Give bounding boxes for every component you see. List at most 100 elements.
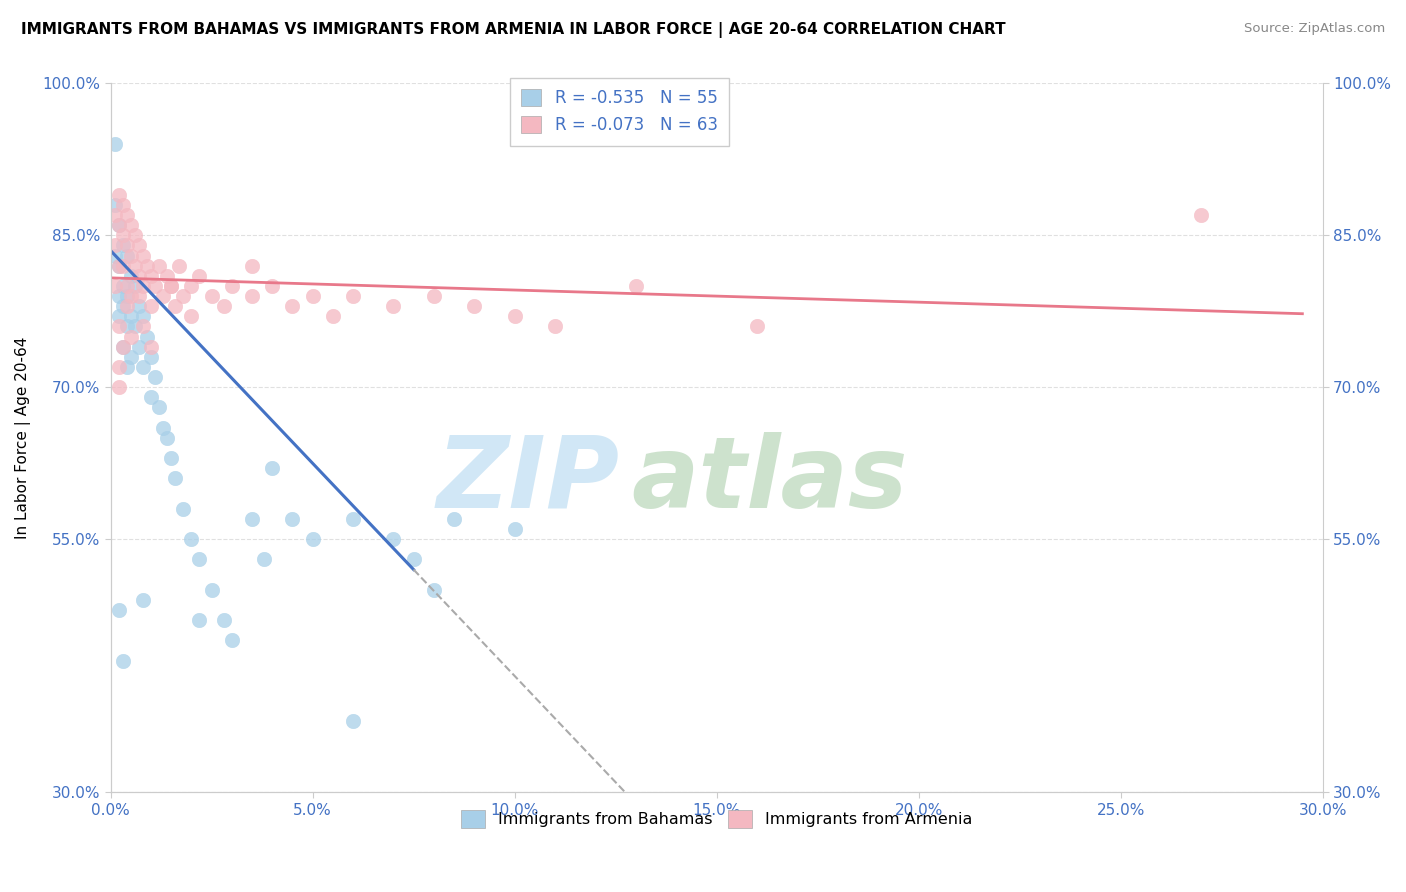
Point bbox=[107, 319, 129, 334]
Point bbox=[443, 512, 465, 526]
Point bbox=[160, 279, 183, 293]
Point bbox=[135, 329, 157, 343]
Point bbox=[115, 279, 138, 293]
Point bbox=[111, 340, 134, 354]
Point bbox=[111, 340, 134, 354]
Point bbox=[128, 238, 150, 252]
Point bbox=[624, 279, 647, 293]
Point bbox=[212, 299, 235, 313]
Point bbox=[115, 359, 138, 374]
Point bbox=[120, 249, 142, 263]
Point bbox=[156, 431, 179, 445]
Point bbox=[120, 289, 142, 303]
Point bbox=[1189, 208, 1212, 222]
Point bbox=[143, 370, 166, 384]
Point bbox=[115, 319, 138, 334]
Point bbox=[165, 299, 187, 313]
Point bbox=[262, 279, 284, 293]
Point bbox=[139, 268, 162, 283]
Point bbox=[200, 582, 222, 597]
Point bbox=[253, 552, 276, 566]
Point bbox=[107, 380, 129, 394]
Point bbox=[160, 451, 183, 466]
Point bbox=[128, 268, 150, 283]
Point bbox=[103, 279, 125, 293]
Point bbox=[240, 259, 263, 273]
Point bbox=[148, 259, 170, 273]
Point bbox=[111, 299, 134, 313]
Point bbox=[107, 218, 129, 232]
Point bbox=[107, 603, 129, 617]
Point bbox=[188, 552, 211, 566]
Y-axis label: In Labor Force | Age 20-64: In Labor Force | Age 20-64 bbox=[15, 336, 31, 539]
Point bbox=[111, 654, 134, 668]
Text: Source: ZipAtlas.com: Source: ZipAtlas.com bbox=[1244, 22, 1385, 36]
Point bbox=[107, 289, 129, 303]
Point bbox=[139, 390, 162, 404]
Point bbox=[544, 319, 567, 334]
Point bbox=[128, 299, 150, 313]
Point bbox=[120, 218, 142, 232]
Point bbox=[167, 259, 190, 273]
Point bbox=[120, 350, 142, 364]
Point bbox=[200, 289, 222, 303]
Point bbox=[382, 299, 405, 313]
Point bbox=[221, 633, 243, 648]
Point bbox=[281, 512, 304, 526]
Point bbox=[111, 238, 134, 252]
Point bbox=[139, 299, 162, 313]
Point bbox=[132, 310, 155, 324]
Point bbox=[103, 249, 125, 263]
Text: atlas: atlas bbox=[631, 432, 908, 529]
Point bbox=[422, 289, 444, 303]
Point bbox=[115, 208, 138, 222]
Point bbox=[124, 279, 146, 293]
Point bbox=[301, 532, 323, 546]
Point bbox=[221, 279, 243, 293]
Point bbox=[172, 289, 194, 303]
Point bbox=[107, 310, 129, 324]
Point bbox=[107, 218, 129, 232]
Point bbox=[111, 198, 134, 212]
Point bbox=[128, 340, 150, 354]
Point bbox=[111, 228, 134, 243]
Point bbox=[103, 238, 125, 252]
Point bbox=[124, 259, 146, 273]
Point bbox=[160, 279, 183, 293]
Point bbox=[342, 289, 364, 303]
Point bbox=[188, 268, 211, 283]
Text: IMMIGRANTS FROM BAHAMAS VS IMMIGRANTS FROM ARMENIA IN LABOR FORCE | AGE 20-64 CO: IMMIGRANTS FROM BAHAMAS VS IMMIGRANTS FR… bbox=[21, 22, 1005, 38]
Point bbox=[115, 238, 138, 252]
Point bbox=[143, 279, 166, 293]
Point bbox=[402, 552, 425, 566]
Text: ZIP: ZIP bbox=[437, 432, 620, 529]
Point bbox=[139, 340, 162, 354]
Point bbox=[132, 279, 155, 293]
Point bbox=[281, 299, 304, 313]
Point bbox=[180, 279, 202, 293]
Point bbox=[132, 359, 155, 374]
Point bbox=[120, 329, 142, 343]
Point bbox=[463, 299, 485, 313]
Point bbox=[745, 319, 768, 334]
Point bbox=[128, 289, 150, 303]
Point bbox=[107, 359, 129, 374]
Point bbox=[103, 137, 125, 152]
Point bbox=[212, 613, 235, 627]
Point bbox=[322, 310, 344, 324]
Point bbox=[422, 582, 444, 597]
Point bbox=[132, 249, 155, 263]
Point bbox=[180, 310, 202, 324]
Point bbox=[107, 259, 129, 273]
Point bbox=[156, 268, 179, 283]
Point bbox=[152, 289, 174, 303]
Point bbox=[120, 310, 142, 324]
Point bbox=[124, 228, 146, 243]
Point bbox=[342, 714, 364, 729]
Point bbox=[107, 187, 129, 202]
Point bbox=[148, 401, 170, 415]
Point bbox=[240, 289, 263, 303]
Point bbox=[115, 289, 138, 303]
Point bbox=[103, 198, 125, 212]
Point bbox=[301, 289, 323, 303]
